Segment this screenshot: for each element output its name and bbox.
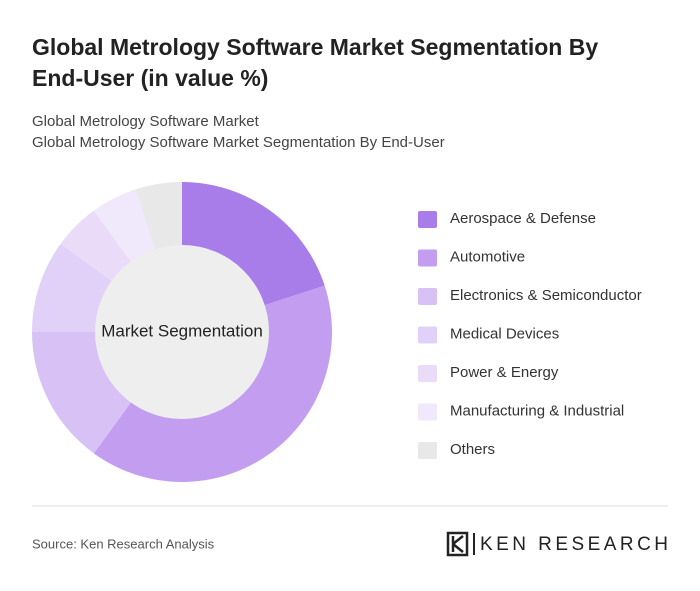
legend-label: Electronics & Semiconductor <box>450 287 642 304</box>
legend-swatch <box>418 288 437 305</box>
legend-swatch <box>418 211 437 228</box>
logo: KEN RESEARCH <box>446 531 668 557</box>
legend-swatch <box>418 403 437 421</box>
legend-label: Aerospace & Defense <box>450 210 596 227</box>
legend-swatch <box>418 249 437 267</box>
legend-swatch <box>418 442 437 459</box>
legend-label: Automotive <box>450 248 525 265</box>
pie: Market Segmentation <box>32 182 332 482</box>
center-label: Market Segmentation <box>101 321 263 340</box>
legend-swatch <box>418 326 437 344</box>
legend-label: Others <box>450 441 495 458</box>
legend-label: Manufacturing & Industrial <box>450 402 624 419</box>
legend-label: Power & Energy <box>450 364 559 381</box>
chart-title: Global Metrology Software Market Segment… <box>32 34 598 91</box>
legend-label: Medical Devices <box>450 325 559 342</box>
source: Source: Ken Research Analysis <box>32 536 215 551</box>
logo-icon <box>446 531 469 557</box>
legend: Aerospace & Defense Automotive Electronics… <box>418 210 642 459</box>
legend-swatch <box>418 365 437 382</box>
brand: KEN RESEARCH <box>480 534 668 555</box>
subtitle: Global Metrology Software Market Segment… <box>32 134 445 151</box>
logo-icon <box>451 535 464 553</box>
subtitle: Global Metrology Software Market <box>32 113 260 130</box>
donut-hole <box>95 245 269 419</box>
